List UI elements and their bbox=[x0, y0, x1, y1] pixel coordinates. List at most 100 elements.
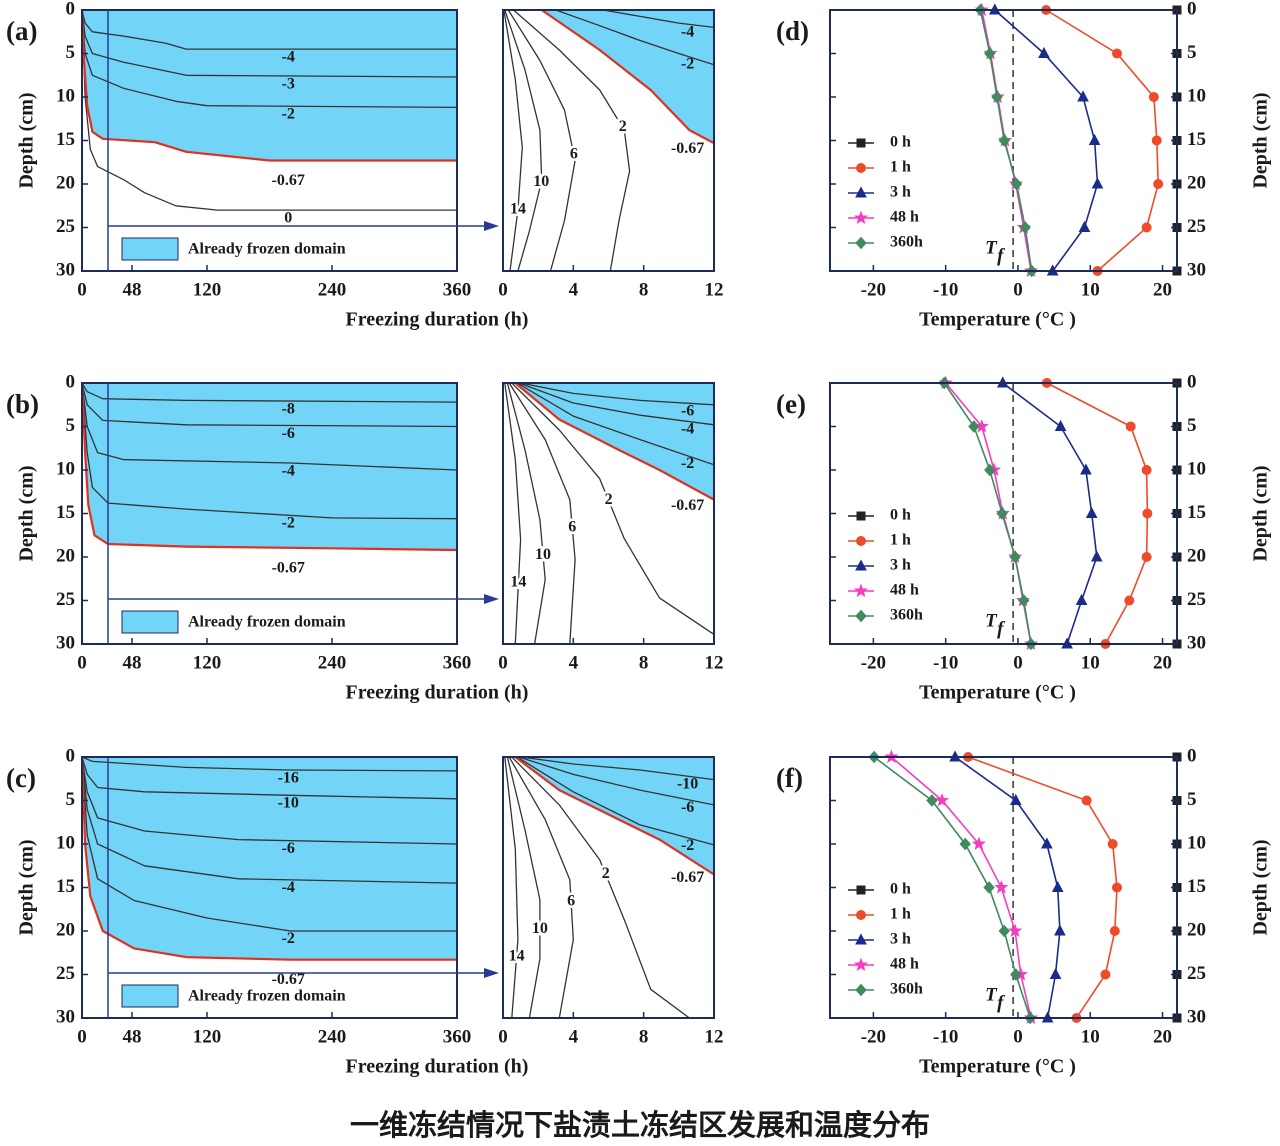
x-tick-label: 0 bbox=[77, 652, 87, 673]
legend-label: Already frozen domain bbox=[188, 988, 346, 1005]
marker bbox=[1141, 552, 1152, 562]
y-tick-label: 15 bbox=[56, 129, 75, 150]
x-tick-label: 48 bbox=[123, 279, 142, 300]
marker bbox=[1054, 924, 1066, 936]
contour-label: -8 bbox=[282, 400, 295, 417]
contour-line bbox=[508, 383, 576, 644]
marker bbox=[855, 609, 867, 623]
contour-label: -0.67 bbox=[272, 559, 305, 576]
y-tick-label: 5 bbox=[66, 789, 76, 810]
panel-label: (b) bbox=[6, 389, 39, 419]
marker bbox=[1124, 595, 1135, 606]
y-axis-title: Depth (cm) bbox=[16, 92, 38, 188]
x-tick-label: 360 bbox=[443, 279, 472, 300]
contour-line bbox=[603, 10, 714, 29]
marker bbox=[1141, 222, 1152, 233]
x-tick-label: 120 bbox=[193, 279, 222, 300]
panel-label: (e) bbox=[776, 389, 806, 419]
contour-line bbox=[82, 757, 457, 932]
contour-line bbox=[504, 383, 522, 644]
y-tick-label: 20 bbox=[56, 545, 75, 566]
contour-label: 10 bbox=[532, 920, 548, 937]
y-tick-label: 20 bbox=[1187, 545, 1206, 566]
x-tick-label: 10 bbox=[1081, 652, 1100, 673]
tf-subscript: f bbox=[997, 245, 1005, 266]
marker bbox=[968, 420, 980, 433]
contour-line bbox=[82, 757, 457, 800]
frozen-front bbox=[514, 757, 714, 876]
y-tick-label: 20 bbox=[56, 172, 75, 193]
contour-label: 2 bbox=[602, 865, 610, 882]
marker bbox=[1054, 419, 1067, 431]
legend-label: 360h bbox=[890, 234, 923, 251]
contour-line bbox=[506, 383, 546, 644]
contour-label: 14 bbox=[509, 947, 525, 964]
legend-label: 360h bbox=[890, 607, 923, 624]
plot-frame bbox=[829, 9, 1178, 272]
contour-line bbox=[82, 757, 457, 845]
x-tick-label: 0 bbox=[77, 279, 87, 300]
y-tick-label: 30 bbox=[56, 259, 75, 280]
y-tick-label: 25 bbox=[56, 589, 75, 610]
y-tick-label: 0 bbox=[66, 0, 76, 19]
y-tick-label: 10 bbox=[56, 85, 75, 106]
marker bbox=[1009, 793, 1022, 805]
y-tick-label: 15 bbox=[1187, 502, 1206, 523]
x-tick-label: 8 bbox=[639, 1026, 649, 1047]
x-tick-label: 48 bbox=[123, 652, 142, 673]
contour-label: -2 bbox=[282, 515, 295, 532]
plot-area bbox=[82, 383, 457, 552]
x-tick-label: 360 bbox=[443, 652, 472, 673]
y-axis-title: Depth (cm) bbox=[16, 839, 38, 935]
y-axis-title: Depth (cm) bbox=[16, 465, 38, 561]
legend-label: 0 h bbox=[890, 134, 911, 151]
y-tick-label: 30 bbox=[1187, 632, 1206, 653]
y-tick-label: 20 bbox=[56, 919, 75, 940]
frozen-front bbox=[82, 757, 457, 961]
x-tick-label: 0 bbox=[498, 1026, 508, 1047]
x-tick-label: 120 bbox=[193, 1026, 222, 1047]
contour-line bbox=[504, 757, 519, 1018]
tf-symbol: T bbox=[985, 237, 998, 258]
frozen-front bbox=[514, 383, 714, 501]
contour-label: 14 bbox=[510, 573, 526, 590]
marker bbox=[1148, 92, 1159, 102]
contour-label: -2 bbox=[282, 106, 295, 123]
y-tick-label: 15 bbox=[56, 502, 75, 523]
x-tick-label: 4 bbox=[569, 279, 579, 300]
plot-area bbox=[503, 10, 714, 271]
contour-label: 2 bbox=[619, 118, 627, 135]
frozen-domain bbox=[82, 10, 457, 161]
marker bbox=[998, 924, 1010, 938]
marker bbox=[1142, 508, 1153, 519]
marker bbox=[855, 983, 867, 997]
marker bbox=[1111, 48, 1122, 59]
contour-label: -4 bbox=[282, 462, 295, 479]
y-tick-label: 20 bbox=[1187, 172, 1206, 193]
y-tick-label: 10 bbox=[1187, 832, 1206, 853]
x-tick-label: 8 bbox=[639, 652, 649, 673]
contour-line bbox=[82, 757, 457, 772]
contour-label: -2 bbox=[681, 455, 694, 472]
marker bbox=[854, 210, 868, 225]
marker bbox=[1041, 837, 1053, 849]
contour-label: -4 bbox=[681, 421, 694, 438]
contour-line bbox=[520, 383, 714, 406]
plot-area bbox=[82, 10, 457, 211]
contour-label: -2 bbox=[681, 837, 694, 854]
y-tick-label: 30 bbox=[1187, 1006, 1206, 1027]
frozen-domain bbox=[82, 383, 457, 550]
y-tick-label: 5 bbox=[1187, 789, 1197, 810]
x-tick-label: 20 bbox=[1153, 652, 1172, 673]
legend-label: 48 h bbox=[890, 582, 919, 599]
marker bbox=[856, 511, 866, 521]
profile-line bbox=[945, 382, 1032, 645]
y-tick-label: 10 bbox=[56, 458, 75, 479]
contour-line bbox=[518, 383, 714, 426]
x-tick-label: 12 bbox=[705, 279, 724, 300]
contour-line bbox=[520, 757, 714, 781]
x-tick-label: -10 bbox=[933, 279, 958, 300]
contour-line bbox=[82, 383, 457, 428]
legend-swatch bbox=[121, 610, 179, 634]
